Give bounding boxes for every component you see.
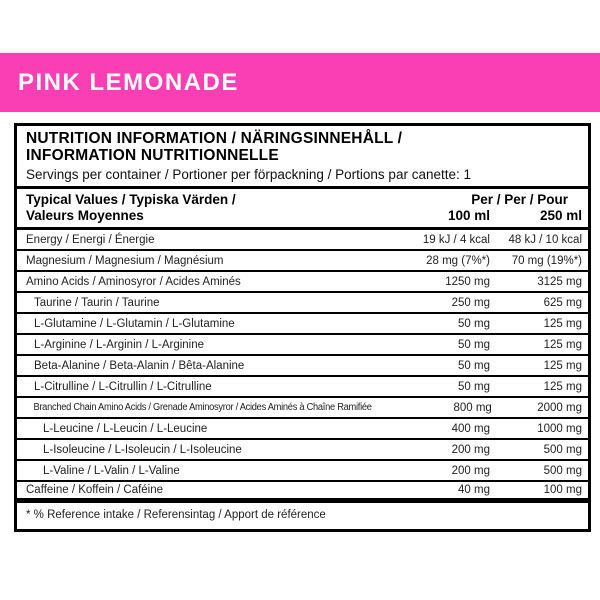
row-value-per100: 50 mg [458, 338, 490, 351]
row-value-per250: 125 mg [543, 317, 582, 330]
row-label: Energy / Energi / Énergie [26, 233, 155, 246]
table-row: L-Leucine / L-Leucin / L-Leucine 400 mg 10… [17, 419, 588, 440]
typical-values-line1: Typical Values / Typiska Värden / [26, 192, 236, 207]
table-row: L-Glutamine / L-Glutamin / L-Glutamine 50… [17, 314, 588, 335]
row-value-per250: 100 mg [543, 484, 582, 496]
column-header-row: Typical Values / Typiska Värden / Valeur… [17, 186, 588, 230]
row-value-per100: 19 kJ / 4 kcal [422, 233, 490, 246]
panel-title: NUTRITION INFORMATION / NÄRINGSINNEHÅLL … [26, 130, 580, 164]
typical-values-heading: Typical Values / Typiska Värden / Valeur… [26, 192, 382, 223]
flavor-title: PINK LEMONADE [18, 68, 239, 96]
table-row: Taurine / Taurin / Taurine 250 mg 625 mg [17, 293, 588, 314]
row-label: L-Arginine / L-Arginin / L-Arginine [34, 338, 205, 351]
col-header-250ml: 250 ml [539, 207, 582, 223]
row-value-per250: 125 mg [543, 359, 582, 372]
table-row: L-Valine / L-Valin / L-Valine 200 mg 500 m… [17, 461, 588, 482]
unit-headers: 100 ml 250 ml [382, 208, 582, 224]
per-header: Per / Per / Pour [471, 192, 568, 207]
row-value-per250: 625 mg [543, 296, 582, 309]
panel-title-line1: NUTRITION INFORMATION / NÄRINGSINNEHÅLL … [26, 130, 403, 147]
table-row: Magnesium / Magnesium / Magnésium 28 mg (… [17, 251, 588, 272]
servings-line: Servings per container / Portioner per f… [26, 167, 471, 182]
row-value-per250: 125 mg [543, 380, 582, 393]
row-value-per100: 50 mg [458, 380, 490, 393]
row-label: Branched Chain Amino Acids / Grenade Ami… [33, 402, 372, 413]
row-value-per250: 2000 mg [537, 401, 582, 414]
row-label: L-Valine / L-Valin / L-Valine [43, 464, 180, 477]
row-value-per100: 1250 mg [445, 275, 490, 288]
panel-title-line2: INFORMATION NUTRITIONNELLE [26, 147, 279, 164]
table-row: L-Arginine / L-Arginin / L-Arginine 50 mg… [17, 335, 588, 356]
flavor-banner: PINK LEMONADE [0, 53, 600, 112]
row-value-per100: 250 mg [451, 296, 490, 309]
row-label: Beta-Alanine / Beta-Alanin / Bêta-Alanin… [34, 359, 245, 372]
row-label: L-Leucine / L-Leucin / L-Leucine [43, 422, 208, 435]
table-row: Caffeine / Koffein / Caféine 40 mg 100 mg [17, 482, 588, 503]
row-value-per100: 50 mg [458, 359, 490, 372]
table-row: Branched Chain Amino Acids / Grenade Ami… [17, 398, 588, 419]
row-value-per100: 50 mg [458, 317, 490, 330]
col-header-100ml: 100 ml [447, 207, 490, 223]
table-row: Beta-Alanine / Beta-Alanin / Bêta-Alanin… [17, 356, 588, 377]
row-label: L-Isoleucine / L-Isoleucin / L-Isoleucin… [43, 443, 242, 456]
nutrition-rows: Energy / Energi / Énergie 19 kJ / 4 kcal 4… [17, 230, 588, 503]
row-value-per250: 3125 mg [537, 275, 582, 288]
row-label: L-Citrulline / L-Citrullin / L-Citrullin… [34, 380, 212, 393]
table-row: L-Citrulline / L-Citrullin / L-Citrullin… [17, 377, 588, 398]
row-label: Amino Acids / Aminosyror / Acides Aminés [26, 275, 241, 288]
row-value-per250: 48 kJ / 10 kcal [508, 233, 582, 246]
row-value-per250: 125 mg [543, 338, 582, 351]
typical-values-line2: Valeurs Moyennes [26, 207, 144, 223]
row-value-per100: 28 mg (7%*) [426, 254, 490, 267]
row-label: Magnesium / Magnesium / Magnésium [26, 254, 224, 267]
row-label: Caffeine / Koffein / Caféine [26, 484, 164, 496]
row-value-per100: 40 mg [458, 484, 490, 496]
nutrition-panel: NUTRITION INFORMATION / NÄRINGSINNEHÅLL … [14, 123, 591, 532]
table-row: Energy / Energi / Énergie 19 kJ / 4 kcal 4… [17, 230, 588, 251]
row-label: L-Glutamine / L-Glutamin / L-Glutamine [34, 317, 235, 330]
row-value-per100: 800 mg [453, 401, 492, 414]
row-value-per100: 200 mg [451, 464, 490, 477]
row-value-per250: 70 mg (19%*) [511, 254, 582, 267]
row-value-per250: 500 mg [543, 464, 582, 477]
table-row: Amino Acids / Aminosyror / Acides Aminés… [17, 272, 588, 293]
row-value-per100: 200 mg [451, 443, 490, 456]
table-row: L-Isoleucine / L-Isoleucin / L-Isoleucin… [17, 440, 588, 461]
row-value-per250: 1000 mg [537, 422, 582, 435]
panel-header: NUTRITION INFORMATION / NÄRINGSINNEHÅLL … [17, 126, 588, 186]
row-label: Taurine / Taurin / Taurine [34, 296, 160, 309]
row-value-per250: 500 mg [543, 443, 582, 456]
reference-footnote: * % Reference intake / Referensintag / A… [26, 509, 326, 521]
row-value-per100: 400 mg [451, 422, 490, 435]
per-columns-heading: Per / Per / Pour 100 ml 250 ml [382, 192, 582, 223]
